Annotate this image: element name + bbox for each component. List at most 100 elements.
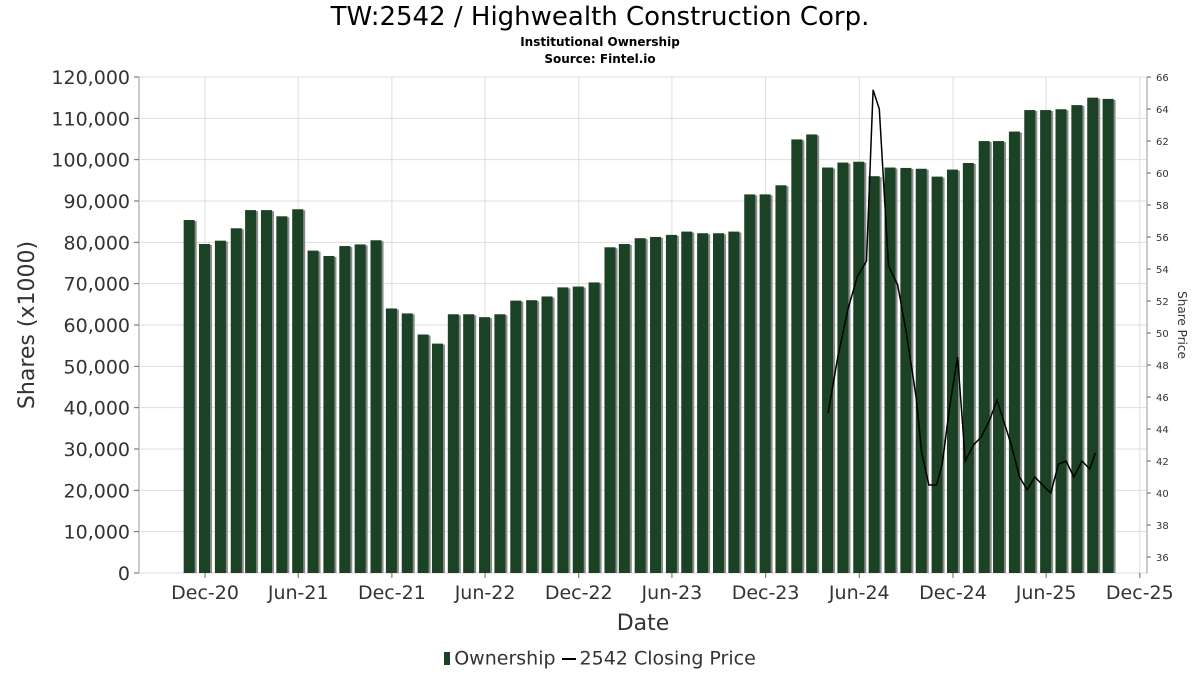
- y2-tick-label: 42: [1156, 457, 1169, 468]
- ownership-bar: [1040, 110, 1052, 574]
- y2-tick-label: 58: [1156, 201, 1169, 212]
- ownership-bar: [417, 334, 429, 573]
- y-tick-label: 20,000: [64, 480, 130, 502]
- x-tick-label: Jun-23: [641, 582, 703, 604]
- chart-legend: Ownership 2542 Closing Price: [0, 647, 1200, 670]
- ownership-bar: [868, 176, 880, 573]
- ownership-bar: [572, 286, 584, 573]
- chart-title: TW:2542 / Highwealth Construction Corp.: [330, 2, 870, 32]
- legend-ownership-swatch: [444, 652, 451, 665]
- ownership-bar: [1024, 110, 1036, 574]
- ownership-bar: [541, 296, 553, 573]
- ownership-bar: [1071, 105, 1083, 574]
- ownership-bar: [510, 300, 522, 573]
- ownership-bar: [199, 243, 211, 573]
- y2-tick-label: 62: [1156, 137, 1169, 148]
- y-tick-label: 10,000: [64, 522, 130, 544]
- ownership-bar: [853, 161, 865, 573]
- ownership-bar: [837, 162, 849, 573]
- ownership-bar: [978, 141, 990, 574]
- ownership-bar: [962, 162, 974, 573]
- ownership-bar: [915, 168, 927, 573]
- x-tick-label: Jun-24: [828, 582, 890, 604]
- ownership-bar: [665, 234, 677, 574]
- ownership-bar: [775, 185, 787, 573]
- ownership-bar: [370, 240, 382, 573]
- y-tick-label: 90,000: [64, 191, 130, 213]
- y-tick-label: 0: [118, 563, 130, 585]
- y2-tick-label: 40: [1156, 489, 1169, 500]
- x-tick-label: Dec-24: [919, 582, 987, 604]
- ownership-bar: [354, 244, 366, 573]
- y2-tick-label: 44: [1156, 425, 1169, 436]
- ownership-bar: [230, 228, 242, 573]
- ownership-bar: [588, 282, 600, 573]
- legend-price-label: 2542 Closing Price: [579, 647, 756, 670]
- ownership-bar: [946, 169, 958, 573]
- ownership-bar: [292, 209, 304, 573]
- x-tick-label: Dec-25: [1106, 582, 1174, 604]
- ownership-bar: [759, 194, 771, 574]
- ownership-bar: [431, 343, 443, 573]
- chart-source: Source: Fintel.io: [544, 52, 656, 66]
- ownership-bar: [183, 220, 195, 573]
- ownership-bar: [634, 238, 646, 573]
- ownership-bar: [214, 240, 226, 573]
- y-tick-label: 100,000: [51, 150, 130, 172]
- ownership-bar: [884, 167, 896, 573]
- ownership-bar: [713, 233, 725, 574]
- ownership-bar: [822, 167, 834, 573]
- y-tick-label: 30,000: [64, 439, 130, 461]
- y2-tick-label: 56: [1156, 233, 1169, 244]
- ownership-bar: [479, 317, 491, 573]
- ownership-bar: [526, 300, 538, 573]
- ownership-bar: [650, 236, 662, 573]
- ownership-bar: [1102, 98, 1114, 573]
- x-tick-label: Jun-25: [1015, 582, 1077, 604]
- y-tick-label: 110,000: [51, 108, 130, 130]
- x-tick-label: Dec-23: [732, 582, 800, 604]
- y2-tick-label: 60: [1156, 169, 1169, 180]
- ownership-bar: [728, 231, 740, 573]
- ownership-bar: [931, 176, 943, 573]
- x-axis-title: Date: [617, 611, 670, 636]
- ownership-bar: [993, 141, 1005, 574]
- y2-tick-label: 54: [1156, 265, 1169, 276]
- price-line: [827, 89, 1097, 495]
- ownership-bar: [494, 314, 506, 573]
- y-tick-label: 60,000: [64, 315, 130, 337]
- y-axis-title: Shares (x1000): [15, 241, 40, 409]
- y-tick-label: 120,000: [51, 67, 130, 89]
- legend-ownership-label: Ownership: [454, 647, 556, 670]
- y-tick-label: 50,000: [64, 356, 130, 378]
- y-tick-label: 40,000: [64, 398, 130, 420]
- x-tick-label: Jun-22: [454, 582, 516, 604]
- ownership-bar: [900, 167, 912, 573]
- y2-tick-label: 38: [1156, 521, 1169, 532]
- ownership-bar: [385, 308, 397, 573]
- ownership-bar: [447, 314, 459, 573]
- y2-tick-label: 50: [1156, 329, 1169, 340]
- ownership-bar: [1055, 109, 1067, 574]
- ownership-bar: [618, 243, 630, 573]
- y-tick-label: 80,000: [64, 232, 130, 254]
- ownership-bar: [557, 287, 569, 573]
- ownership-bar: [276, 216, 288, 573]
- y2-tick-label: 36: [1156, 553, 1169, 564]
- ownership-bar: [604, 247, 616, 573]
- x-tick-label: Dec-21: [358, 582, 426, 604]
- y2-tick-label: 46: [1156, 393, 1169, 404]
- y2-tick-label: 52: [1156, 297, 1169, 308]
- ownership-bar: [339, 246, 351, 573]
- ownership-bar: [791, 139, 803, 573]
- y-tick-label: 70,000: [64, 274, 130, 296]
- legend-price-swatch: [561, 657, 576, 660]
- x-tick-label: Dec-20: [171, 582, 239, 604]
- chart-subtitle: Institutional Ownership: [520, 35, 680, 49]
- ownership-bar: [307, 250, 319, 573]
- ownership-bar: [697, 233, 709, 574]
- x-tick-label: Dec-22: [545, 582, 613, 604]
- ownership-bar: [463, 314, 475, 573]
- y2-axis-title: Share Price: [1175, 291, 1189, 359]
